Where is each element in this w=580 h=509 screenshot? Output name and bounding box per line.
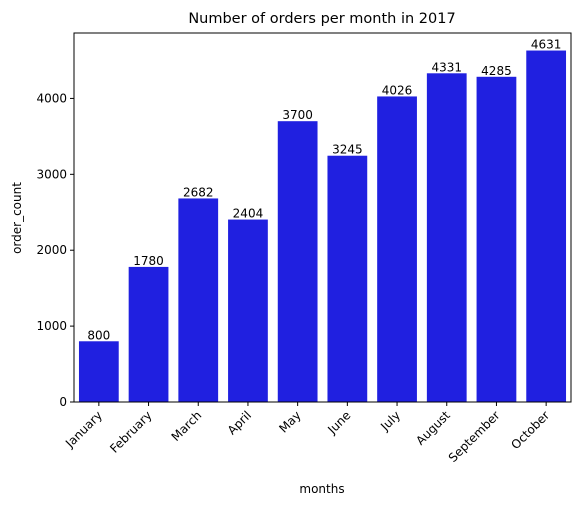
x-tick-label: September: [446, 408, 503, 465]
bar-june: [327, 155, 368, 402]
bar-february: [128, 266, 169, 402]
bar-value-label: 4285: [481, 64, 512, 78]
plot-frame: [73, 32, 572, 403]
y-tick-label: 1000: [36, 319, 67, 333]
x-tick-label: January: [62, 408, 105, 451]
bar-august: [426, 73, 467, 403]
bar-value-label: 1780: [133, 254, 164, 268]
bar-march: [178, 198, 219, 402]
x-tick-label: May: [276, 408, 303, 435]
bar-may: [277, 121, 318, 402]
bar-value-label: 2404: [233, 207, 264, 221]
bar-april: [228, 219, 268, 402]
bars-layer: [78, 50, 567, 403]
x-tick-label: July: [377, 408, 403, 434]
y-axis: 0 1000 2000 3000 4000: [36, 91, 74, 409]
x-tick-label: October: [508, 408, 552, 452]
y-axis-label: order_count: [10, 182, 24, 254]
bar-value-label: 4026: [382, 83, 413, 97]
bar-value-label: 800: [87, 328, 110, 342]
bar-july: [377, 96, 417, 402]
bar-value-label: 4331: [431, 60, 462, 74]
bar-january: [78, 341, 119, 402]
x-tick-label: August: [413, 408, 453, 448]
chart-title: Number of orders per month in 2017: [188, 11, 455, 27]
bar-value-label: 2682: [183, 185, 214, 199]
y-tick-label: 4000: [36, 91, 67, 105]
bar-value-label: 3700: [282, 108, 313, 122]
y-tick-label: 0: [59, 395, 67, 409]
x-tick-label: February: [107, 408, 155, 456]
y-tick-label: 3000: [36, 167, 67, 181]
x-tick-label: June: [324, 408, 353, 437]
bar-september: [476, 76, 517, 402]
bar-value-label: 4631: [531, 38, 562, 52]
x-axis: January February March April May June July Augu…: [62, 402, 552, 465]
y-tick-label: 2000: [36, 243, 67, 257]
bar-october: [526, 50, 567, 402]
bar-value-label: 3245: [332, 143, 363, 157]
bar-labels-layer: 800 1780 2682 2404 3700 3245 4026 4331 4285 4631: [87, 38, 561, 343]
x-tick-label: March: [169, 408, 205, 444]
x-tick-label: April: [225, 408, 254, 437]
x-axis-label: months: [299, 482, 344, 496]
